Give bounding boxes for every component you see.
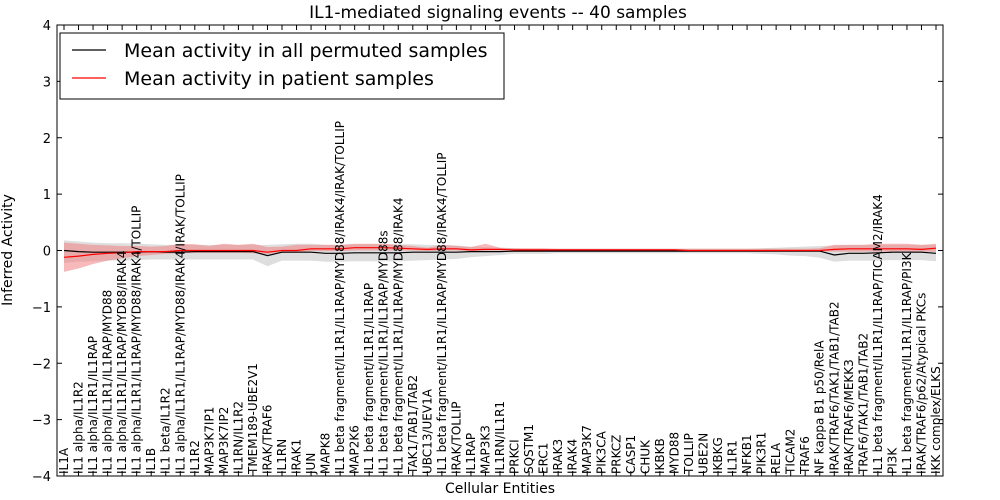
x-axis-ticks <box>63 25 937 476</box>
y-tick-label: −4 <box>32 470 51 485</box>
x-category-label: MAP3K7 <box>580 425 594 474</box>
x-category-label: IL1 beta fragment/IL1R1/IL1RAP <box>362 283 376 474</box>
x-category-label: TRAF6/TAK1/TAB1/TAB2 <box>856 333 870 475</box>
x-category-label: IRAK/TRAF6/MEKK3 <box>842 359 856 474</box>
confidence-bands <box>64 240 936 272</box>
y-tick-label: 4 <box>43 19 51 34</box>
x-category-label: SQSTM1 <box>522 424 536 474</box>
x-category-label: PI3K <box>885 447 899 474</box>
x-category-label: UBE2N <box>697 433 711 474</box>
x-category-label: IRAK1 <box>290 439 304 474</box>
x-category-label: IL1 alpha/IL1R2 <box>72 381 86 474</box>
x-category-label: IL1RN/IL1R1 <box>493 401 507 474</box>
x-category-label: IL1 beta fragment/IL1R1/IL1RAP/MYD88/IRA… <box>435 153 449 474</box>
x-category-label: IL1 alpha/IL1R1/IL1RAP/MYD88/IRAK4/TOLLI… <box>130 206 144 474</box>
y-axis-ticks: −4 −3 −2 −1 0 1 2 3 4 <box>32 19 943 485</box>
line-series-1 <box>63 247 937 258</box>
x-category-label: IL1 beta fragment/IL1R1/IL1RAP/TICAM2/IR… <box>871 194 885 474</box>
x-category-label: IL1 alpha/IL1R1/IL1RAP <box>86 336 100 474</box>
y-tick-label: −1 <box>32 301 51 316</box>
x-category-label: MAP3K3 <box>479 425 493 474</box>
x-category-label: NF kappa B1 p50/RelA <box>813 340 827 474</box>
y-tick-label: 3 <box>43 75 51 90</box>
x-category-label: IL1B <box>144 448 158 474</box>
series-lines <box>63 247 937 258</box>
legend-label-patient: Mean activity in patient samples <box>124 68 434 90</box>
x-category-label: TMEM189-UBE2V1 <box>246 363 260 475</box>
chart-title: IL1-mediated signaling events -- 40 samp… <box>309 3 687 23</box>
x-category-label: JUN <box>304 453 318 475</box>
x-category-label: PRKCI <box>508 439 522 474</box>
x-category-label: IL1RAP <box>464 433 478 474</box>
x-category-label: IRAK4 <box>566 439 580 474</box>
x-category-label: IKBKG <box>711 437 725 474</box>
legend-label-permuted: Mean activity in all permuted samples <box>124 40 487 62</box>
x-category-label: MAP3K7IP1 <box>202 407 216 474</box>
x-category-label: MAP2K6 <box>348 425 362 474</box>
x-category-label: TICAM2 <box>784 429 798 475</box>
x-category-label: PIK3CA <box>595 430 609 474</box>
y-tick-label: 1 <box>43 188 51 203</box>
x-category-label: RELA <box>769 442 783 474</box>
x-axis-label: Cellular Entities <box>445 481 555 497</box>
x-category-label: IL1 alpha/IL1R1/IL1RAP/MYD88/IRAK4/IRAK/… <box>173 174 187 474</box>
x-category-label: IL1 beta fragment/IL1R1/IL1RAP/MYD88/IRA… <box>391 197 405 474</box>
x-category-label: PRKCZ <box>609 435 623 474</box>
x-category-label: MAPK8 <box>319 433 333 474</box>
x-category-label: IL1R2 <box>188 440 202 474</box>
x-category-label: IRAK/TRAF6/p62/Atypical PKCs <box>915 293 929 474</box>
x-category-label: IL1 alpha/IL1R1/IL1RAP/MYD88/IRAK4 <box>115 251 129 474</box>
y-tick-label: 0 <box>43 245 51 260</box>
x-category-label: IRAK/TRAF6/TAK1/TAB1/TAB2 <box>827 301 841 474</box>
x-category-label: IKK complex/ELKS <box>929 366 943 474</box>
x-category-label: IRAK/TRAF6 <box>261 405 275 474</box>
x-category-label: PIK3R1 <box>755 432 769 474</box>
x-category-label: IL1RN/IL1R2 <box>231 401 245 474</box>
x-category-label: CASP1 <box>624 435 638 474</box>
x-category-label: IL1 beta/IL1R2 <box>159 387 173 474</box>
x-category-label: ERC1 <box>537 443 551 474</box>
x-category-label: TOLLIP <box>682 433 696 475</box>
x-category-label: TAK1/TAB1/TAB2 <box>406 375 420 475</box>
x-category-label: IRAK3 <box>551 439 565 474</box>
y-axis-label: Inferred Activity <box>0 194 16 306</box>
legend-box <box>59 32 505 100</box>
x-category-label: MAP3K7IP2 <box>217 407 231 474</box>
x-category-label: IL1R1 <box>726 440 740 474</box>
x-category-label: IL1RN <box>275 439 289 474</box>
y-tick-label: −2 <box>32 357 51 372</box>
x-category-label: UBC13/UEV1A <box>420 388 434 474</box>
x-category-label: MYD88 <box>667 432 681 474</box>
x-category-label: IL1 beta fragment/IL1R1/IL1RAP/MYD88/IRA… <box>333 121 347 474</box>
x-category-label: IL1 beta fragment/IL1R1/IL1RAP/MYD88s <box>377 230 391 474</box>
x-category-label: TRAF6 <box>798 436 812 475</box>
band-series-0 <box>64 240 936 267</box>
x-category-label: NFKB1 <box>740 434 754 474</box>
x-category-label: IL1 alpha/IL1R1/IL1RAP/MYD88 <box>101 290 115 474</box>
y-tick-label: −3 <box>32 414 51 429</box>
x-category-label: IL1A <box>57 447 71 474</box>
x-category-label: IRAK/TOLLIP <box>449 402 463 474</box>
legend: Mean activity in all permuted samples Me… <box>59 32 505 100</box>
x-category-label: CHUK <box>638 439 652 474</box>
x-category-label: IKBKB <box>653 438 667 474</box>
x-category-label: IL1 beta fragment/IL1R1/IL1RAP/PI3K <box>900 251 914 474</box>
x-axis-category-labels: IL1A IL1 alpha/IL1R2 IL1 alpha/IL1R1/IL1RA… <box>57 121 943 475</box>
y-tick-label: 2 <box>43 132 51 147</box>
